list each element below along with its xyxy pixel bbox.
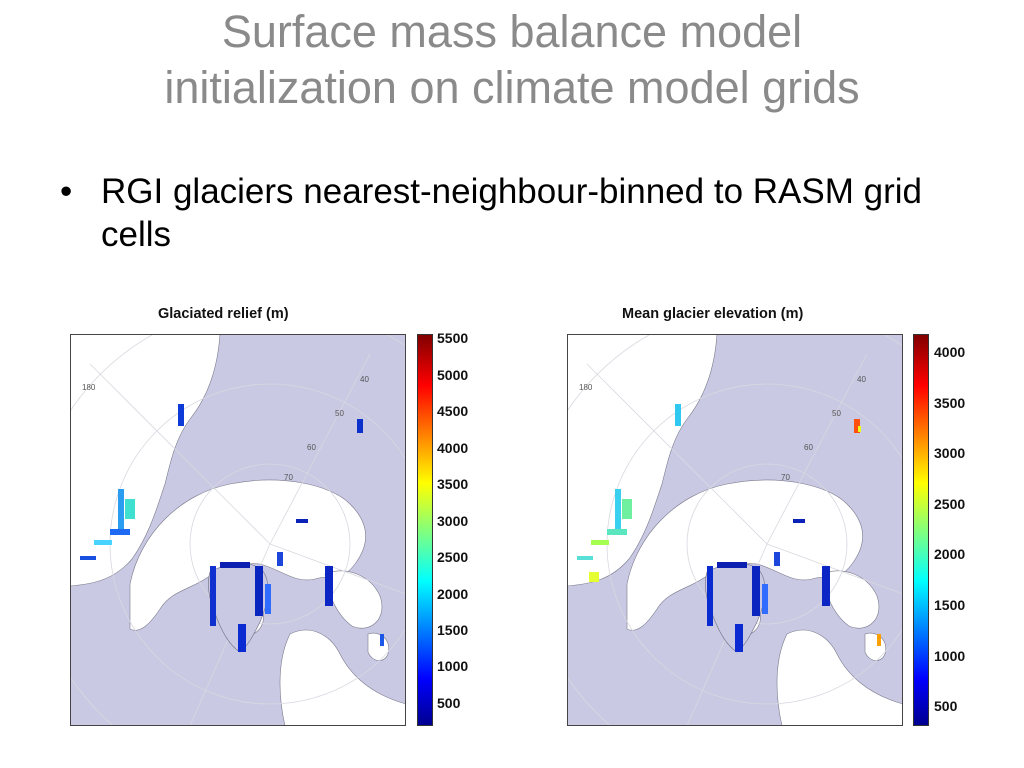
bullet-dot-icon: • [60, 172, 73, 211]
colorbar-tick: 3000 [934, 445, 966, 461]
colorbar-tick: 1500 [437, 622, 469, 638]
slide-title-line-1: Surface mass balance model [221, 6, 803, 57]
bullet-text: RGI glaciers nearest-neighbour-binned to… [101, 172, 922, 254]
colorbar-tick: 500 [437, 695, 461, 711]
colorbar-mean-glacier-elevation [913, 334, 929, 726]
slide-title-line-2: initialization on climate model grids [164, 62, 860, 113]
colorbar-tick: 1000 [437, 658, 469, 674]
colorbar-tick: 3500 [934, 395, 966, 411]
lon-label-180: 180 [82, 383, 96, 392]
map-mean-glacier-elevation: 180 40 50 60 70 [567, 334, 903, 726]
pacific-ocean [567, 334, 718, 587]
panel-title-mean-glacier-elevation: Mean glacier elevation (m) [622, 306, 804, 322]
colorbar-tick: 500 [934, 698, 958, 714]
map-glaciated-relief: 180 40 50 60 70 [70, 334, 406, 726]
colorbar-glaciated-relief [417, 334, 433, 726]
colorbar-tick: 3000 [437, 513, 469, 529]
norwegian-sea [324, 570, 383, 629]
colorbar-tick: 3500 [437, 476, 469, 492]
lon-label-180: 180 [579, 383, 593, 392]
lat-label-70: 70 [284, 473, 293, 482]
lat-label-70: 70 [781, 473, 790, 482]
slide-title: Surface mass balance model initializatio… [40, 4, 984, 116]
colorbar-tick: 1000 [934, 648, 966, 664]
lat-label-50: 50 [832, 409, 841, 418]
colorbar-tick: 4500 [437, 403, 469, 419]
lon-label-40: 40 [360, 375, 369, 384]
bullet-item: • RGI glaciers nearest-neighbour-binned … [60, 170, 960, 256]
lon-label-40: 40 [857, 375, 866, 384]
colorbar-tick: 4000 [934, 344, 966, 360]
lat-label-60: 60 [804, 443, 813, 452]
glacier-cells [577, 404, 881, 652]
colorbar-tick: 2000 [437, 586, 469, 602]
pacific-ocean [70, 334, 221, 587]
panel-title-glaciated-relief: Glaciated relief (m) [158, 306, 289, 322]
colorbar-tick: 5500 [437, 330, 469, 346]
colorbar-tick: 1500 [934, 597, 966, 613]
lat-label-60: 60 [307, 443, 316, 452]
atlantic-ocean [776, 629, 903, 726]
colorbar-tick: 4000 [437, 440, 469, 456]
colorbar-tick: 2500 [437, 549, 469, 565]
norwegian-sea [821, 570, 880, 629]
lat-label-50: 50 [335, 409, 344, 418]
glacier-cells [80, 404, 384, 652]
colorbar-tick: 2500 [934, 496, 966, 512]
colorbar-tick: 5000 [437, 367, 469, 383]
atlantic-ocean [279, 629, 406, 726]
colorbar-tick: 2000 [934, 546, 966, 562]
bullet-list: • RGI glaciers nearest-neighbour-binned … [60, 170, 960, 256]
